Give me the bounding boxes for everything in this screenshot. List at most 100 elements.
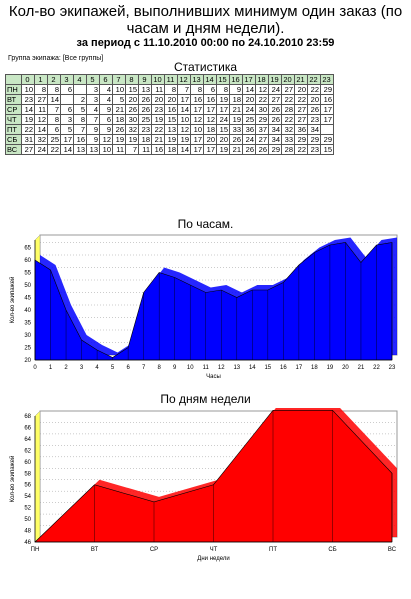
x-tick-label: 8 [158,365,162,371]
table-cell: 14 [34,124,48,135]
x-tick-label: 2 [64,365,68,371]
table-row: ПТ 22 14 6 5 7 9 9 26 32 23 22 13 12 10 18 15 33 36 37 34 32 3… [5,124,334,135]
y-axis-label: Кол-во экипажей [9,277,16,324]
table-cell: 16 [320,94,334,105]
y-tick-label: 62 [24,448,31,454]
table-cell: 26 [268,114,282,125]
hour-header: 15 [216,74,230,85]
table-cell: 15 [164,114,178,125]
table-cell: 32 [281,124,295,135]
y-tick-label: 60 [24,460,31,466]
table-cell: 3 [86,84,100,95]
table-row: ВТ 23 27 14 2 3 4 5 20 26 20 20 17 16 16 19 18 20 22 27 22 22… [5,94,334,105]
table-row: ВС 27 24 22 14 13 13 10 11 7 11 16 18 14 17 17 19 21 26 26 2… [5,144,334,155]
y-tick-label: 68 [24,414,31,420]
table-cell: 4 [86,104,100,115]
table-cell: 19 [112,134,126,145]
table-cell: 27 [294,104,308,115]
table-cell: 9 [99,104,113,115]
x-tick-label: 23 [389,365,396,371]
table-row: СР 14 11 7 6 5 4 9 21 26 26 23 16 14 17 17 17 21 24 30 26 28 2… [5,104,334,115]
report-period: за период с 11.10.2010 00:00 по 24.10.20… [76,37,335,49]
table-cell: 17 [190,144,204,155]
y-tick-label: 20 [24,358,31,364]
x-tick-label: 18 [311,365,318,371]
table-cell: 19 [151,114,165,125]
table-cell: 12 [255,84,269,95]
table-row: ЧТ 19 12 8 3 8 7 6 18 30 25 19 15 10 12 12 24 19 25 29 26 22 2… [5,114,334,125]
table-cell: 29 [320,134,334,145]
x-tick-label: 7 [142,365,146,371]
table-cell: 8 [190,84,204,95]
table-cell: 19 [177,134,191,145]
table-cell: 6 [47,124,61,135]
table-cell: 23 [151,104,165,115]
table-cell: 8 [216,84,230,95]
hour-header: 18 [255,74,269,85]
table-cell: 9 [229,84,243,95]
table-cell: 23 [138,124,152,135]
x-tick-label: ВС [388,547,397,553]
table-cell: 24 [268,84,282,95]
x-tick-label: СР [150,547,158,553]
table-cell: 20 [216,134,230,145]
table-cell: 15 [125,84,139,95]
table-cell: 12 [203,114,217,125]
table-cell: 4 [99,84,113,95]
table-cell: 18 [229,94,243,105]
table-cell: 34 [268,134,282,145]
table-cell: 16 [151,144,165,155]
table-cell: 11 [34,104,48,115]
table-cell: 32 [34,134,48,145]
table-cell: 23 [21,94,35,105]
x-tick-label: 15 [264,365,271,371]
table-cell: 26 [242,144,256,155]
table-cell: 7 [47,104,61,115]
table-cell: 3 [60,114,74,125]
stats-title: Статистика [173,60,238,74]
table-cell: 27 [21,144,35,155]
y-tick-label: 52 [24,506,31,512]
y-tick-label: 54 [24,494,31,500]
y-tick-label: 48 [24,529,31,535]
y-tick-label: 25 [24,346,31,352]
table-cell: 22 [47,144,61,155]
table-cell: 17 [320,104,334,115]
table-cell: 27 [34,94,48,105]
x-tick-label: 11 [203,365,210,371]
x-tick-label: 3 [80,365,84,371]
table-cell: 17 [203,104,217,115]
table-cell: 26 [138,94,152,105]
table-cell: 22 [21,124,35,135]
table-cell: 36 [242,124,256,135]
side-wall [34,410,41,543]
y-axis-label: Кол-во экипажей [9,456,16,503]
table-cell: 17 [190,104,204,115]
table-cell: 7 [177,84,191,95]
x-axis-label: Дни недели [197,556,229,562]
table-cell: 9 [86,124,100,135]
table-cell: 19 [216,144,230,155]
y-tick-label: 64 [24,437,31,443]
hour-header: 17 [242,74,256,85]
table-cell: 8 [164,84,178,95]
table-cell: 7 [125,144,139,155]
table-cell: 20 [307,94,321,105]
table-cell: 9 [99,124,113,135]
table-cell: 7 [86,114,100,125]
table-cell: 17 [320,114,334,125]
table-cell: 18 [138,134,152,145]
y-tick-label: 66 [24,425,31,431]
x-tick-label: 0 [33,365,37,371]
table-cell: 26 [255,144,269,155]
x-tick-label: 13 [233,365,240,371]
table-cell: 19 [21,114,35,125]
table-cell: 26 [112,124,126,135]
table-cell: 21 [229,144,243,155]
table-cell: 14 [177,104,191,115]
table-cell: 22 [281,94,295,105]
table-cell: 19 [164,134,178,145]
table-cell: 5 [60,124,74,135]
x-tick-label: ПН [31,547,40,553]
group-value: [Все группы] [62,55,104,62]
